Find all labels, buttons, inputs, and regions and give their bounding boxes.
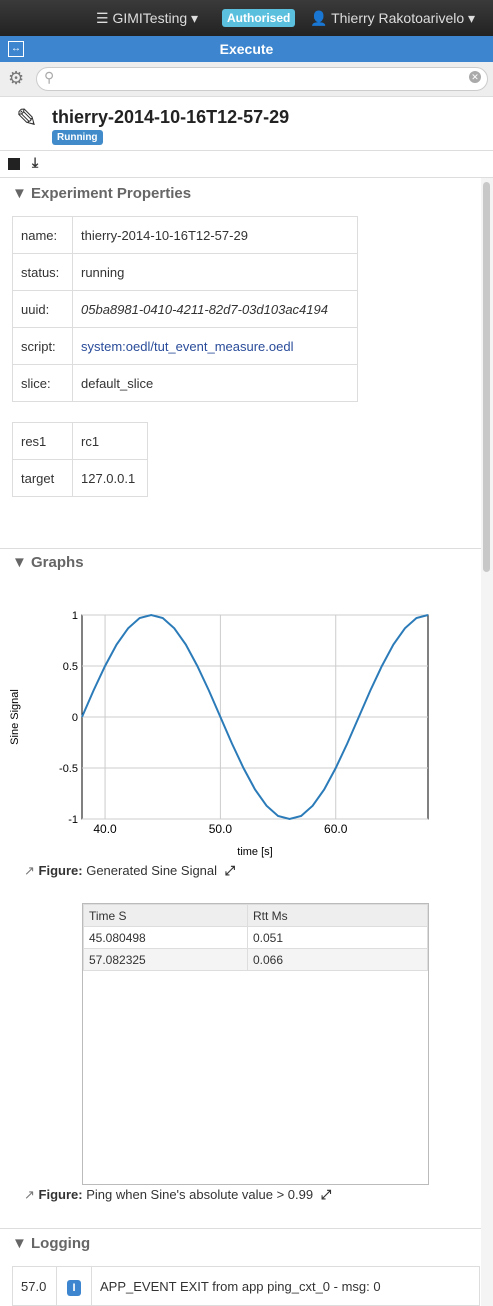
state-badge: Running xyxy=(52,130,103,145)
x-tick-label: 40.0 xyxy=(93,822,117,836)
cell: 45.080498 xyxy=(83,926,248,949)
row: 45.080498 0.051 xyxy=(83,926,428,949)
divider xyxy=(0,150,493,151)
y-tick-label: -1 xyxy=(68,814,78,826)
search-input[interactable] xyxy=(36,67,488,91)
grid-table: Time S Rtt Ms 45.080498 0.051 57.082325 0.0… xyxy=(83,904,428,971)
caption-prefix: Figure: xyxy=(38,1187,83,1202)
resources-table: res1 rc1 target 127.0.0.1 xyxy=(12,422,148,497)
key: slice: xyxy=(12,364,73,402)
settings-icon[interactable]: ⚙ xyxy=(8,68,25,88)
log-row: 57.0 I APP_EVENT EXIT from app ping_cxt_0 … xyxy=(12,1266,480,1306)
properties-table: name: thierry-2014-10-16T12-57-29 status:… xyxy=(12,216,358,402)
figure-caption: ↗ Figure: Generated Sine Signal ⤢ xyxy=(24,863,235,879)
key: status: xyxy=(12,253,73,291)
key: res1 xyxy=(12,422,73,460)
divider xyxy=(0,548,481,549)
download-button[interactable]: ⤓ xyxy=(32,154,39,170)
stop-button[interactable] xyxy=(8,158,20,170)
data-grid: Time S Rtt Ms 45.080498 0.051 57.082325 0.0… xyxy=(82,903,429,1185)
log-time: 57.0 xyxy=(12,1266,57,1306)
caption-text: Ping when Sine's absolute value > 0.99 xyxy=(86,1187,314,1202)
header-cell[interactable]: Rtt Ms xyxy=(247,904,428,927)
y-tick-label: -0.5 xyxy=(59,763,78,775)
value: 127.0.0.1 xyxy=(72,459,148,497)
row: status: running xyxy=(12,253,358,291)
project-menu[interactable]: ☰ GIMITesting ▾ xyxy=(96,10,199,26)
section-title: Logging xyxy=(31,1235,91,1252)
fullscreen-icon[interactable]: ⤢ xyxy=(320,1187,332,1202)
row: name: thierry-2014-10-16T12-57-29 xyxy=(12,216,358,254)
log-table: 57.0 I APP_EVENT EXIT from app ping_cxt_0 … xyxy=(12,1266,480,1306)
key: target xyxy=(12,459,73,497)
cell: 0.051 xyxy=(247,926,428,949)
header-row: Time S Rtt Ms xyxy=(83,904,428,927)
row: 57.082325 0.066 xyxy=(83,948,428,971)
clear-icon[interactable]: ✕ xyxy=(469,71,481,83)
row: target 127.0.0.1 xyxy=(12,459,148,497)
y-tick-label: 0.5 xyxy=(63,661,78,673)
divider xyxy=(0,177,493,178)
fullscreen-icon[interactable]: ⤢ xyxy=(224,863,236,878)
log-level: I xyxy=(67,1279,81,1296)
x-tick-label: 50.0 xyxy=(209,822,233,836)
chart-icon: ↗ xyxy=(24,1187,35,1202)
value: thierry-2014-10-16T12-57-29 xyxy=(72,216,358,254)
search-bar: ⚙ ⚲ ✕ xyxy=(0,62,493,97)
value: default_slice xyxy=(72,364,358,402)
section-header[interactable]: ▼ Logging xyxy=(12,1235,91,1252)
value: running xyxy=(72,253,358,291)
experiment-name: thierry-2014-10-16T12-57-29 xyxy=(52,107,290,127)
cell: 57.082325 xyxy=(83,948,248,971)
value: rc1 xyxy=(72,422,148,460)
y-tick-label: 1 xyxy=(72,610,78,622)
chart-icon: ↗ xyxy=(24,863,35,878)
user-menu[interactable]: 👤 Thierry Rakotoarivelo ▾ xyxy=(310,10,476,26)
user-name[interactable]: Thierry Rakotoarivelo xyxy=(331,10,465,26)
section-title: Graphs xyxy=(31,554,84,571)
panel-header: ↔ Execute xyxy=(0,36,493,62)
project-name[interactable]: GIMITesting xyxy=(112,10,188,26)
expand-icon[interactable]: ↔ xyxy=(8,41,24,57)
x-tick-label: 60.0 xyxy=(324,822,348,836)
row: uuid: 05ba8981-0410-4211-82d7-03d103ac419… xyxy=(12,290,358,328)
divider xyxy=(0,1228,481,1229)
caption-prefix: Figure: xyxy=(38,863,83,878)
scrollbar xyxy=(481,178,493,1306)
caption-text: Generated Sine Signal xyxy=(86,863,218,878)
chart: -1 -0.5 0 0.5 1 40.0 50.0 60.0 time [s] Sine Sign… xyxy=(9,610,429,858)
scroll-thumb[interactable] xyxy=(483,182,490,572)
row: slice: default_slice xyxy=(12,364,358,402)
key: script: xyxy=(12,327,73,365)
row: script: system:oedl/tut_event_measure.oed… xyxy=(12,327,358,365)
header-cell[interactable]: Time S xyxy=(83,904,248,927)
section-header[interactable]: ▼ Experiment Properties xyxy=(12,185,192,202)
line xyxy=(81,613,429,821)
figure-caption: ↗ Figure: Ping when Sine's absolute valu… xyxy=(24,1187,331,1203)
log-message: APP_EVENT EXIT from app ping_cxt_0 - msg… xyxy=(91,1266,480,1306)
y-axis-label: Sine Signal xyxy=(9,689,21,745)
y-tick-label: 0 xyxy=(72,712,78,724)
navbar: ☰ GIMITesting ▾ Authorised 👤 Thierry Rak… xyxy=(0,0,493,36)
edit-icon[interactable]: ✎ xyxy=(16,103,38,133)
value: 05ba8981-0410-4211-82d7-03d103ac4194 xyxy=(72,290,358,328)
auth-badge: Authorised xyxy=(222,9,296,27)
x-axis-label: time [s] xyxy=(237,846,272,858)
key: uuid: xyxy=(12,290,73,328)
key: name: xyxy=(12,216,73,254)
section-header[interactable]: ▼ Graphs xyxy=(12,554,84,571)
search-icon: ⚲ xyxy=(44,69,55,85)
section-title: Experiment Properties xyxy=(31,185,192,202)
cell: 0.066 xyxy=(247,948,428,971)
panel-title: Execute xyxy=(219,41,274,57)
row: res1 rc1 xyxy=(12,422,148,460)
script-link[interactable]: system:oedl/tut_event_measure.oedl xyxy=(72,327,358,365)
